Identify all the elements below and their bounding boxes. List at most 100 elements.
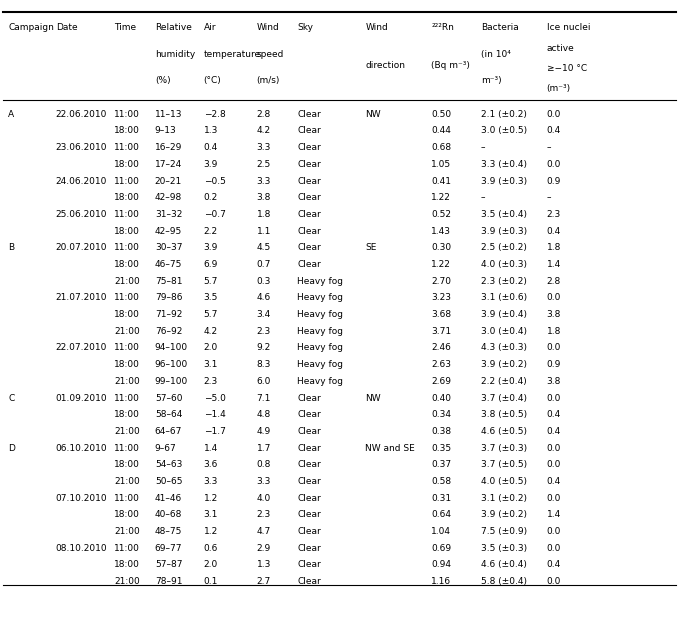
Text: C: C xyxy=(8,394,14,403)
Text: 46–75: 46–75 xyxy=(155,260,182,269)
Text: 4.3 (±0.3): 4.3 (±0.3) xyxy=(481,343,527,352)
Text: 3.8: 3.8 xyxy=(547,377,561,386)
Text: 3.9 (±0.3): 3.9 (±0.3) xyxy=(481,177,527,186)
Text: 1.2: 1.2 xyxy=(204,527,218,536)
Text: (Bq m⁻³): (Bq m⁻³) xyxy=(431,62,470,71)
Text: 2.5: 2.5 xyxy=(257,160,271,169)
Text: direction: direction xyxy=(365,62,405,71)
Text: Clear: Clear xyxy=(297,210,321,219)
Text: 0.8: 0.8 xyxy=(257,460,271,469)
Text: 18:00: 18:00 xyxy=(114,510,140,519)
Text: 0.4: 0.4 xyxy=(547,427,561,436)
Text: 0.35: 0.35 xyxy=(431,444,452,453)
Text: 21:00: 21:00 xyxy=(114,527,140,536)
Text: 0.0: 0.0 xyxy=(547,343,561,352)
Text: 2.0: 2.0 xyxy=(204,343,218,352)
Text: 2.7: 2.7 xyxy=(257,577,271,586)
Text: 1.8: 1.8 xyxy=(547,327,561,336)
Text: 7.5 (±0.9): 7.5 (±0.9) xyxy=(481,527,527,536)
Text: 18:00: 18:00 xyxy=(114,310,140,319)
Text: 3.68: 3.68 xyxy=(431,310,452,319)
Text: Clear: Clear xyxy=(297,444,321,453)
Text: −0.5: −0.5 xyxy=(204,177,225,186)
Text: 3.3: 3.3 xyxy=(204,477,218,486)
Text: 3.1: 3.1 xyxy=(204,360,218,369)
Text: 42–98: 42–98 xyxy=(155,193,182,202)
Text: A: A xyxy=(8,110,14,119)
Text: Clear: Clear xyxy=(297,410,321,419)
Text: Sky: Sky xyxy=(297,23,314,32)
Text: 0.4: 0.4 xyxy=(547,227,561,236)
Text: Time: Time xyxy=(114,23,136,32)
Text: 11:00: 11:00 xyxy=(114,243,140,252)
Text: Heavy fog: Heavy fog xyxy=(297,360,344,369)
Text: 3.3: 3.3 xyxy=(257,177,271,186)
Text: 1.04: 1.04 xyxy=(431,527,451,536)
Text: 0.38: 0.38 xyxy=(431,427,452,436)
Text: 16–29: 16–29 xyxy=(155,143,182,152)
Text: B: B xyxy=(8,243,14,252)
Text: 22.07.2010: 22.07.2010 xyxy=(56,343,107,352)
Text: active: active xyxy=(547,44,574,53)
Text: 57–87: 57–87 xyxy=(155,560,183,569)
Text: 0.0: 0.0 xyxy=(547,527,561,536)
Text: 11:00: 11:00 xyxy=(114,444,140,453)
Text: 0.7: 0.7 xyxy=(257,260,271,269)
Text: 41–46: 41–46 xyxy=(155,494,182,503)
Text: 0.64: 0.64 xyxy=(431,510,451,519)
Text: 20–21: 20–21 xyxy=(155,177,182,186)
Text: Date: Date xyxy=(56,23,77,32)
Text: Heavy fog: Heavy fog xyxy=(297,327,344,336)
Text: Clear: Clear xyxy=(297,227,321,236)
Text: 4.6 (±0.4): 4.6 (±0.4) xyxy=(481,560,527,569)
Text: 9.2: 9.2 xyxy=(257,343,271,352)
Text: 1.22: 1.22 xyxy=(431,193,451,202)
Text: Clear: Clear xyxy=(297,510,321,519)
Text: Clear: Clear xyxy=(297,527,321,536)
Text: 18:00: 18:00 xyxy=(114,410,140,419)
Text: 2.3: 2.3 xyxy=(547,210,561,219)
Text: Clear: Clear xyxy=(297,126,321,135)
Text: 3.7 (±0.5): 3.7 (±0.5) xyxy=(481,460,527,469)
Text: SE: SE xyxy=(365,243,377,252)
Text: 3.3: 3.3 xyxy=(257,143,271,152)
Text: 06.10.2010: 06.10.2010 xyxy=(56,444,107,453)
Text: 4.8: 4.8 xyxy=(257,410,271,419)
Text: 3.9 (±0.2): 3.9 (±0.2) xyxy=(481,360,527,369)
Text: humidity: humidity xyxy=(155,50,195,59)
Text: 0.52: 0.52 xyxy=(431,210,451,219)
Text: 3.9: 3.9 xyxy=(204,243,218,252)
Text: (m/s): (m/s) xyxy=(257,76,280,85)
Text: 0.69: 0.69 xyxy=(431,544,452,553)
Text: 3.8: 3.8 xyxy=(257,193,271,202)
Text: 31–32: 31–32 xyxy=(155,210,182,219)
Text: 4.7: 4.7 xyxy=(257,527,271,536)
Text: –: – xyxy=(547,143,551,152)
Text: 1.3: 1.3 xyxy=(204,126,218,135)
Text: 4.6 (±0.5): 4.6 (±0.5) xyxy=(481,427,527,436)
Text: 4.0 (±0.3): 4.0 (±0.3) xyxy=(481,260,527,269)
Text: 0.0: 0.0 xyxy=(547,577,561,586)
Text: 3.1 (±0.2): 3.1 (±0.2) xyxy=(481,494,527,503)
Text: 4.0: 4.0 xyxy=(257,494,271,503)
Text: Heavy fog: Heavy fog xyxy=(297,377,344,386)
Text: 3.1: 3.1 xyxy=(204,510,218,519)
Text: 2.9: 2.9 xyxy=(257,544,271,553)
Text: 3.6: 3.6 xyxy=(204,460,218,469)
Text: 7.1: 7.1 xyxy=(257,394,271,403)
Text: 0.4: 0.4 xyxy=(547,126,561,135)
Text: 6.9: 6.9 xyxy=(204,260,218,269)
Text: 3.5 (±0.4): 3.5 (±0.4) xyxy=(481,210,527,219)
Text: 11:00: 11:00 xyxy=(114,544,140,553)
Text: Wind: Wind xyxy=(257,23,280,32)
Text: 2.0: 2.0 xyxy=(204,560,218,569)
Text: 4.5: 4.5 xyxy=(257,243,271,252)
Text: ≥−10 °C: ≥−10 °C xyxy=(547,64,587,73)
Text: 18:00: 18:00 xyxy=(114,160,140,169)
Text: 50–65: 50–65 xyxy=(155,477,183,486)
Text: 21:00: 21:00 xyxy=(114,427,140,436)
Text: 69–77: 69–77 xyxy=(155,544,183,553)
Text: Clear: Clear xyxy=(297,260,321,269)
Text: 1.4: 1.4 xyxy=(547,510,561,519)
Text: NW: NW xyxy=(365,394,381,403)
